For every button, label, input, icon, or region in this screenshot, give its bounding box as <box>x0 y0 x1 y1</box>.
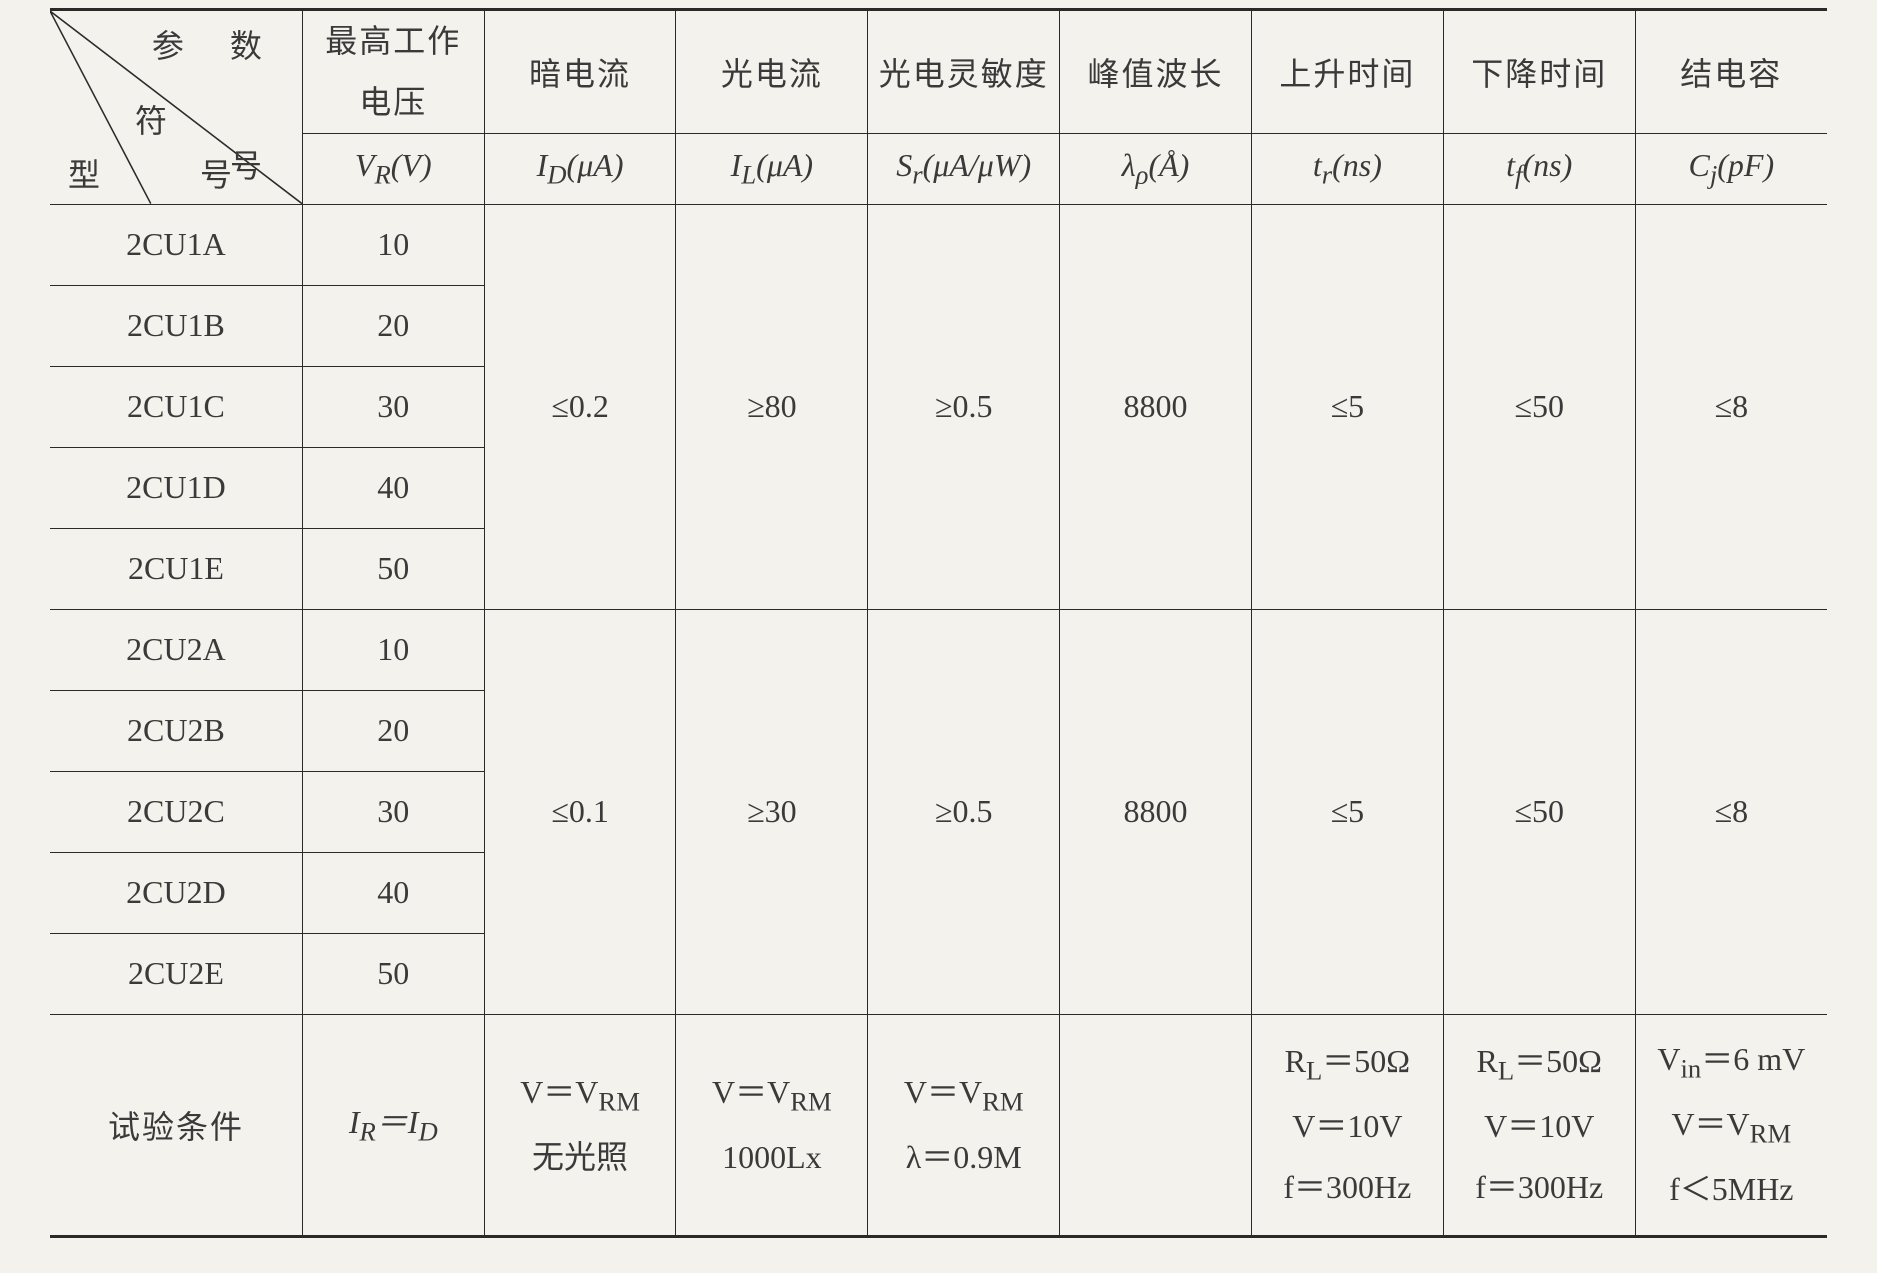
test-cond-cell: RL＝50ΩV＝10Vf＝300Hz <box>1251 1014 1443 1236</box>
col-symbol: λρ(Å) <box>1060 133 1252 204</box>
tr-cell: ≤5 <box>1251 204 1443 609</box>
col-symbol: Sr(μA/μW) <box>868 133 1060 204</box>
model-cell: 2CU1E <box>50 528 302 609</box>
lambda-cell: 8800 <box>1060 204 1252 609</box>
col-header: 峰值波长 <box>1060 10 1252 134</box>
vr-cell: 20 <box>302 285 484 366</box>
test-cond-cell: RL＝50ΩV＝10Vf＝300Hz <box>1443 1014 1635 1236</box>
col-symbol: Cj(pF) <box>1635 133 1827 204</box>
hdr-param-label: 参 数 <box>152 21 272 67</box>
model-cell: 2CU1D <box>50 447 302 528</box>
tf-cell: ≤50 <box>1443 204 1635 609</box>
model-cell: 2CU2D <box>50 852 302 933</box>
col-symbol: ID(μA) <box>484 133 676 204</box>
sr-cell: ≥0.5 <box>868 609 1060 1014</box>
col-header: 最高工作电压 <box>302 10 484 134</box>
model-cell: 2CU2E <box>50 933 302 1014</box>
col-symbol: VR(V) <box>302 133 484 204</box>
cj-cell: ≤8 <box>1635 204 1827 609</box>
hdr-model-label1: 型 <box>68 150 110 196</box>
test-cond-cell: V＝VRM1000Lx <box>676 1014 868 1236</box>
test-cond-cell: IR＝ID <box>302 1014 484 1236</box>
vr-cell: 40 <box>302 447 484 528</box>
col-symbol: tf(ns) <box>1443 133 1635 204</box>
cj-cell: ≤8 <box>1635 609 1827 1014</box>
col-header: 光电灵敏度 <box>868 10 1060 134</box>
model-cell: 2CU1C <box>50 366 302 447</box>
hdr-symbol-label: 符 <box>135 96 202 142</box>
col-symbol: tr(ns) <box>1251 133 1443 204</box>
vr-cell: 50 <box>302 528 484 609</box>
col-header: 光电流 <box>676 10 868 134</box>
tf-cell: ≤50 <box>1443 609 1635 1014</box>
vr-cell: 30 <box>302 771 484 852</box>
test-cond-cell <box>1060 1014 1252 1236</box>
lambda-cell: 8800 <box>1060 609 1252 1014</box>
test-cond-cell: V＝VRM无光照 <box>484 1014 676 1236</box>
col-header: 上升时间 <box>1251 10 1443 134</box>
model-cell: 2CU2C <box>50 771 302 852</box>
col-header: 下降时间 <box>1443 10 1635 134</box>
tr-cell: ≤5 <box>1251 609 1443 1014</box>
model-cell: 2CU1A <box>50 204 302 285</box>
col-symbol: IL(μA) <box>676 133 868 204</box>
model-cell: 2CU1B <box>50 285 302 366</box>
id-cell: ≤0.2 <box>484 204 676 609</box>
id-cell: ≤0.1 <box>484 609 676 1014</box>
sr-cell: ≥0.5 <box>868 204 1060 609</box>
model-cell: 2CU2B <box>50 690 302 771</box>
vr-cell: 40 <box>302 852 484 933</box>
spec-table: 参 数 符 号 型 号 最高工作电压 暗电流 光电流 光电灵敏度 峰值波长 上升… <box>50 8 1827 1238</box>
vr-cell: 20 <box>302 690 484 771</box>
test-cond-cell: V＝VRMλ＝0.9M <box>868 1014 1060 1236</box>
il-cell: ≥30 <box>676 609 868 1014</box>
il-cell: ≥80 <box>676 204 868 609</box>
test-cond-label: 试验条件 <box>50 1014 302 1236</box>
vr-cell: 30 <box>302 366 484 447</box>
header-diagonal-cell: 参 数 符 号 型 号 <box>50 10 302 205</box>
col-header: 结电容 <box>1635 10 1827 134</box>
hdr-model-label2: 号 <box>200 150 242 196</box>
model-cell: 2CU2A <box>50 609 302 690</box>
col-header: 暗电流 <box>484 10 676 134</box>
vr-cell: 10 <box>302 204 484 285</box>
vr-cell: 50 <box>302 933 484 1014</box>
vr-cell: 10 <box>302 609 484 690</box>
test-cond-cell: Vin＝6 mVV＝VRMf＜5MHz <box>1635 1014 1827 1236</box>
